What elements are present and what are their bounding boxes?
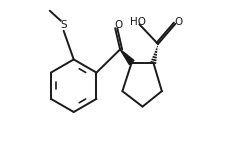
Text: HO: HO — [130, 17, 146, 27]
Text: S: S — [60, 20, 67, 30]
Text: O: O — [114, 20, 122, 30]
Polygon shape — [120, 49, 134, 65]
Text: O: O — [174, 17, 182, 27]
